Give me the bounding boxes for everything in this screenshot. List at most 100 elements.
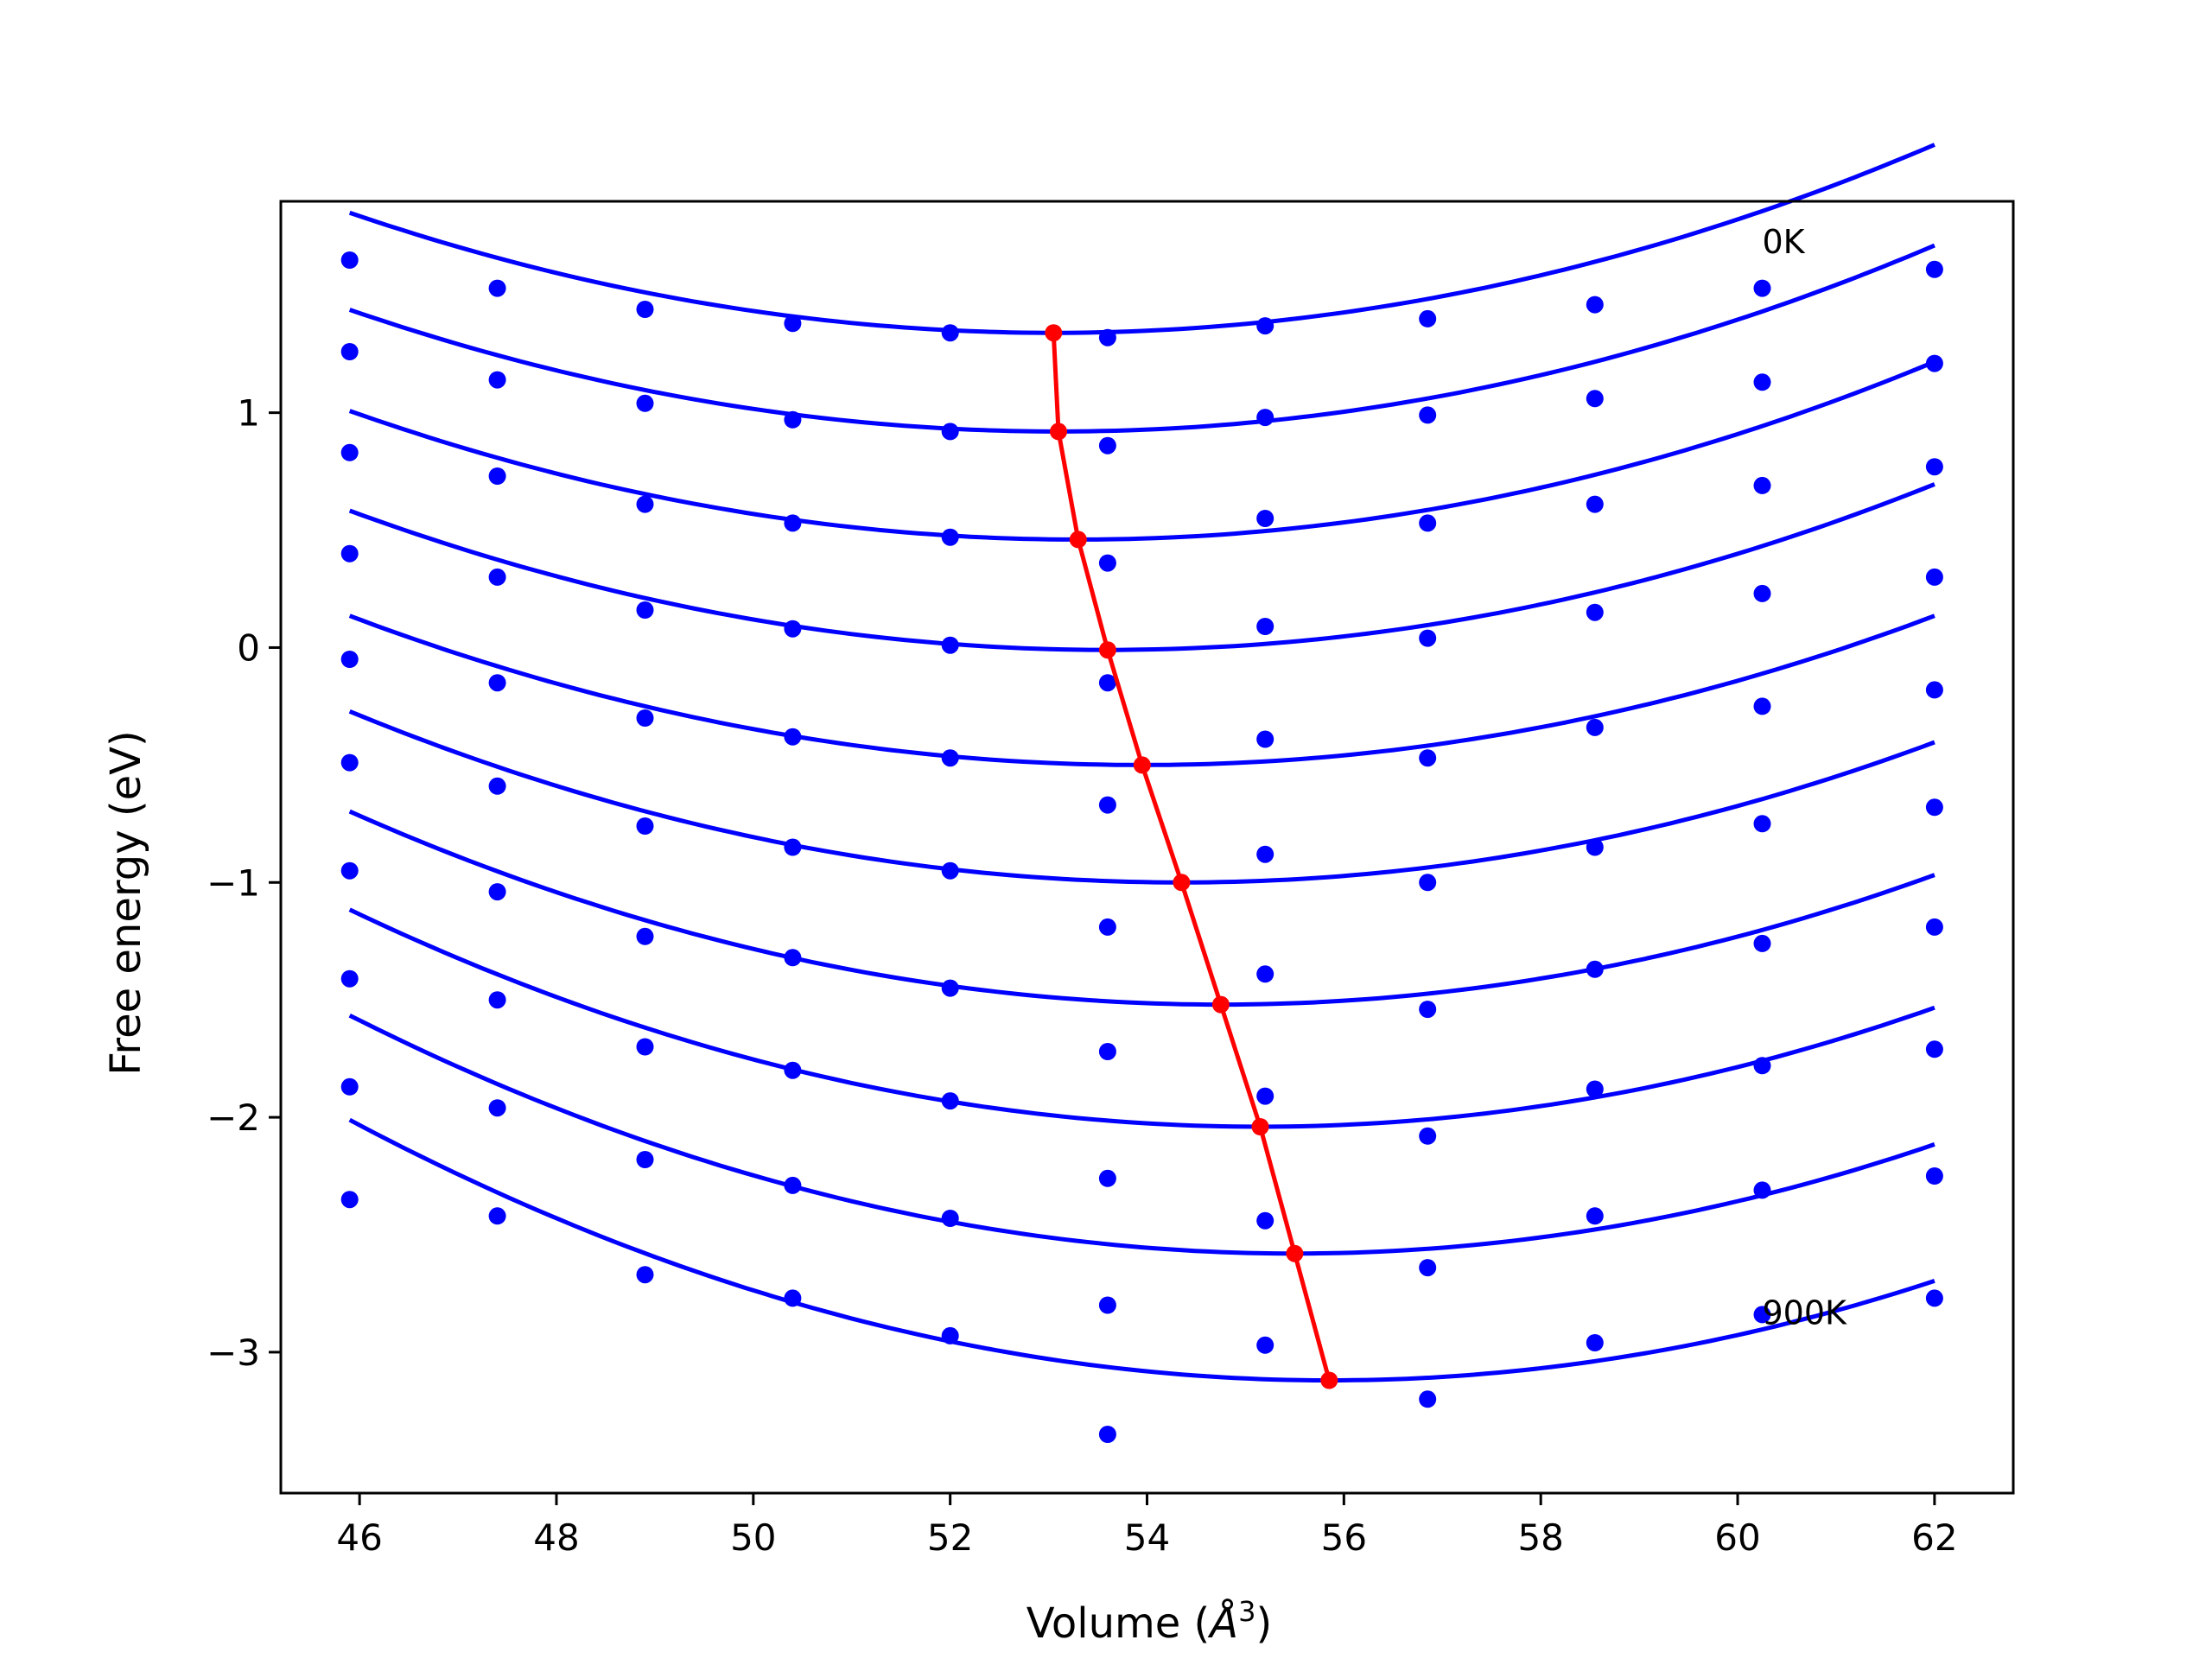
data-point (1925, 458, 1943, 476)
data-point (1586, 960, 1604, 978)
data-point (1419, 309, 1437, 327)
y-tick-label: −1 (207, 861, 260, 904)
data-point (1419, 1259, 1437, 1277)
data-point (941, 979, 959, 997)
data-point (1098, 1296, 1116, 1314)
data-point (941, 749, 959, 767)
data-point (488, 1099, 506, 1117)
data-point (784, 514, 802, 532)
minimum-point (1286, 1244, 1304, 1262)
data-point (1753, 1181, 1771, 1199)
minimum-point (1050, 423, 1067, 441)
data-point (1753, 934, 1771, 952)
data-point (1419, 1390, 1437, 1408)
minimum-point (1211, 995, 1230, 1014)
y-tick-label: −3 (207, 1332, 260, 1374)
x-tick-label: 60 (1714, 1516, 1760, 1559)
data-point (1256, 618, 1274, 635)
fit-curve-2 (348, 359, 1936, 542)
fit-curve-3 (348, 482, 1936, 652)
data-point (1098, 328, 1116, 346)
data-point (340, 969, 359, 988)
x-tick-label: 54 (1124, 1516, 1170, 1559)
data-point (1256, 1211, 1274, 1230)
data-point (1925, 568, 1943, 586)
y-tick-label: −2 (207, 1096, 260, 1139)
y-tick-label: 0 (237, 626, 260, 669)
data-point (1256, 317, 1274, 335)
x-tick-label: 46 (336, 1516, 382, 1559)
data-point (488, 371, 506, 389)
data-point (1753, 815, 1771, 833)
data-point (941, 1326, 959, 1344)
data-point (1419, 1127, 1437, 1145)
data-point (1256, 730, 1274, 748)
data-point (1098, 1169, 1116, 1187)
data-point (636, 394, 654, 412)
data-point (941, 528, 959, 546)
data-point (1925, 260, 1943, 278)
data-point (1256, 1087, 1274, 1105)
y-axis-label: Free energy (eV) (102, 730, 150, 1075)
data-point (488, 883, 506, 901)
fit-curve-9 (348, 1117, 1936, 1382)
data-point (488, 279, 506, 297)
minimum-line (1051, 333, 1332, 1382)
data-point (784, 315, 802, 333)
data-point (784, 949, 802, 967)
data-point (340, 1077, 359, 1096)
data-point (1098, 796, 1116, 814)
data-point (1256, 965, 1274, 983)
data-point (1098, 1426, 1116, 1443)
data-point (636, 1266, 654, 1284)
y-axis-ticks: −3 −2 −1 0 1 (207, 392, 281, 1374)
data-point (1419, 629, 1437, 647)
data-point (340, 251, 359, 269)
data-point (636, 927, 654, 945)
data-point (941, 1092, 959, 1110)
data-point (1256, 1336, 1274, 1354)
data-point (488, 991, 506, 1009)
data-point (1753, 1057, 1771, 1075)
fit-curve-7 (348, 907, 1936, 1129)
data-point (784, 838, 802, 856)
data-point (1098, 918, 1116, 936)
data-point (1256, 409, 1274, 427)
data-point (636, 495, 654, 513)
data-point (941, 324, 959, 342)
data-point (1586, 838, 1604, 856)
fit-curve-8 (348, 1013, 1936, 1256)
data-point (1753, 279, 1771, 297)
data-point (941, 1210, 959, 1227)
data-point (1753, 697, 1771, 715)
data-point (488, 777, 506, 795)
data-point (340, 544, 359, 563)
data-point (1925, 354, 1943, 372)
data-point (1098, 1043, 1116, 1060)
data-point (1586, 603, 1604, 621)
curve-annotation: 0K (1763, 223, 1806, 261)
data-point (1586, 296, 1604, 314)
x-axis-label: Volume (Å3) (1027, 1595, 1272, 1648)
data-point (784, 728, 802, 746)
x-tick-label: 48 (533, 1516, 579, 1559)
data-point (488, 467, 506, 485)
data-point (1098, 436, 1116, 454)
data-point (784, 1289, 802, 1307)
curve-annotation: 900K (1763, 1294, 1848, 1332)
data-point (488, 568, 506, 586)
data-point (1586, 718, 1604, 736)
data-point (1256, 510, 1274, 527)
minimum-point (1069, 531, 1087, 549)
x-tick-label: 62 (1911, 1516, 1957, 1559)
x-axis-ticks: 46 48 50 52 54 56 58 60 62 (336, 1493, 1958, 1559)
data-point (784, 620, 802, 638)
fit-curve-5 (348, 709, 1936, 885)
fit-curve-6 (348, 809, 1936, 1007)
data-point (340, 343, 359, 360)
data-point (1419, 514, 1437, 532)
data-point (1586, 1207, 1604, 1225)
x-tick-label: 52 (927, 1516, 973, 1559)
data-point (1925, 798, 1943, 817)
